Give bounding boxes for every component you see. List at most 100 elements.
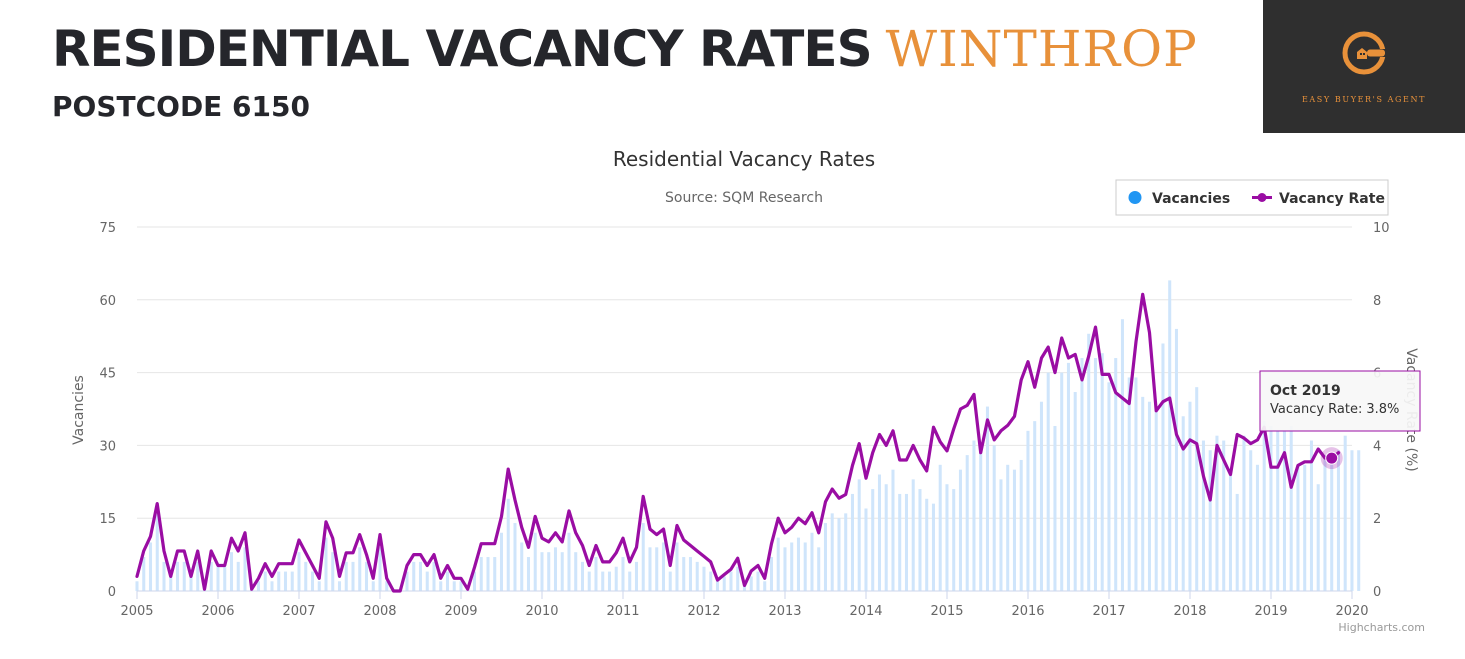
vacancies-bar bbox=[1188, 401, 1192, 591]
vacancies-bar bbox=[560, 552, 564, 591]
vacancies-bar bbox=[1215, 435, 1219, 591]
vacancies-bar bbox=[1168, 280, 1172, 591]
legend-item-vacancies[interactable]: Vacancies bbox=[1128, 191, 1231, 207]
vacancies-bar bbox=[1242, 435, 1246, 591]
vacancies-bar bbox=[877, 474, 881, 591]
vacancies-bar bbox=[358, 547, 362, 591]
vacancies-bar bbox=[1060, 372, 1064, 591]
vacancies-bar bbox=[918, 489, 922, 591]
chart-subtitle: Source: SQM Research bbox=[665, 190, 823, 206]
vacancies-bar bbox=[196, 561, 200, 591]
vacancies-bar bbox=[1174, 328, 1178, 591]
chart-credits[interactable]: Highcharts.com bbox=[1338, 621, 1425, 634]
vacancies-bar bbox=[526, 557, 531, 591]
chart-title: Residential Vacancy Rates bbox=[613, 147, 875, 171]
vacancies-bar bbox=[1201, 440, 1205, 591]
vacancies-bar bbox=[979, 450, 983, 591]
vacancies-bar bbox=[1120, 319, 1124, 591]
vacancies-bar bbox=[925, 498, 929, 591]
vacancies-bar bbox=[607, 571, 611, 591]
vacancies-bar bbox=[904, 493, 908, 591]
left-tick-label: 30 bbox=[99, 439, 116, 454]
vacancies-bar bbox=[155, 503, 159, 591]
vacancies-bar bbox=[641, 523, 645, 591]
vacancies-bar bbox=[1114, 358, 1118, 591]
vacancies-bar bbox=[1006, 464, 1010, 591]
vacancy-rate-line bbox=[135, 292, 1341, 593]
vacancies-bar bbox=[796, 537, 800, 591]
vacancies-bar bbox=[810, 532, 814, 591]
vacancies-bar bbox=[898, 493, 902, 591]
vacancies-bar bbox=[1269, 425, 1273, 591]
vacancies-bar bbox=[992, 445, 996, 591]
vacancies-bar bbox=[182, 561, 186, 591]
vacancies-bar bbox=[965, 455, 969, 591]
vacancies-bar bbox=[621, 557, 625, 591]
brand-name: EASY BUYER'S AGENT bbox=[1301, 95, 1427, 104]
vacancies-bar bbox=[459, 581, 463, 591]
x-tick-label: 2005 bbox=[120, 604, 153, 619]
vacancies-bar bbox=[1053, 425, 1057, 591]
vacancies-bar bbox=[344, 561, 348, 591]
vacancies-bar bbox=[1093, 358, 1097, 591]
tooltip-title: Oct 2019 bbox=[1270, 383, 1341, 399]
vacancies-bar bbox=[1154, 406, 1158, 591]
vacancies-bar bbox=[351, 561, 355, 591]
vacancies-bar bbox=[985, 406, 989, 591]
vacancies-bar bbox=[425, 571, 429, 591]
tooltip-point[interactable] bbox=[1325, 451, 1339, 465]
vacancies-bar bbox=[493, 557, 497, 591]
vacancies-bar bbox=[1208, 450, 1212, 591]
vacancies-bar bbox=[803, 542, 807, 591]
vacancies-bar bbox=[945, 484, 949, 591]
axes: 0153045607502468102005200620072008200920… bbox=[99, 221, 1389, 619]
vacancies-bar bbox=[580, 561, 585, 591]
vacancies-bar bbox=[702, 566, 706, 591]
x-tick-label: 2019 bbox=[1254, 604, 1287, 619]
vacancies-bar bbox=[270, 581, 274, 591]
vacancies-bar bbox=[479, 557, 483, 591]
x-tick-label: 2013 bbox=[768, 604, 801, 619]
vacancies-bar bbox=[378, 547, 382, 591]
vacancies-bar bbox=[695, 561, 699, 591]
vacancies-bar bbox=[823, 523, 827, 591]
legend-rate-marker bbox=[1257, 193, 1267, 202]
vacancies-bar bbox=[709, 571, 713, 591]
vacancies-bar bbox=[290, 571, 294, 591]
vacancies-bar bbox=[1316, 484, 1320, 591]
vacancies-bar bbox=[283, 571, 288, 591]
vacancies-bar bbox=[756, 571, 760, 591]
vacancies-bar bbox=[1080, 358, 1084, 591]
vacancies-bar bbox=[513, 523, 517, 591]
vacancies-bar bbox=[175, 561, 180, 591]
x-tick-label: 2011 bbox=[606, 604, 639, 619]
vacancies-bar bbox=[1127, 377, 1131, 591]
vacancies-bar bbox=[371, 581, 375, 591]
legend-vacancies-marker bbox=[1128, 191, 1142, 204]
vacancies-bar bbox=[162, 561, 166, 591]
vacancies-bar bbox=[776, 537, 780, 591]
vacancies-bar bbox=[297, 552, 301, 591]
vacancies-bar bbox=[1330, 459, 1334, 591]
vacancies-bar bbox=[1019, 459, 1023, 591]
vacancies-bar bbox=[844, 513, 848, 591]
left-tick-label: 0 bbox=[108, 585, 116, 600]
x-tick-label: 2010 bbox=[525, 604, 558, 619]
vacancies-bar bbox=[1026, 430, 1030, 591]
vacancies-bar bbox=[209, 561, 213, 591]
vacancies-bar bbox=[817, 547, 821, 591]
vacancies-bar bbox=[790, 542, 794, 591]
x-tick-label: 2008 bbox=[363, 604, 396, 619]
vacancies-bar bbox=[486, 557, 490, 591]
vacancies-bar bbox=[553, 547, 558, 591]
vacancies-bar bbox=[715, 581, 719, 591]
vacancies-bar bbox=[1066, 362, 1070, 591]
legend-item-vacancy-rate[interactable]: Vacancy Rate bbox=[1252, 191, 1385, 207]
vacancies-bar bbox=[1228, 474, 1232, 591]
vacancies-bar bbox=[263, 571, 267, 591]
vacancies-bar bbox=[364, 561, 369, 591]
vacancies-bar bbox=[1350, 450, 1354, 591]
vacancies-bar bbox=[688, 557, 692, 591]
postcode-label: POSTCODE 6150 bbox=[52, 90, 310, 123]
